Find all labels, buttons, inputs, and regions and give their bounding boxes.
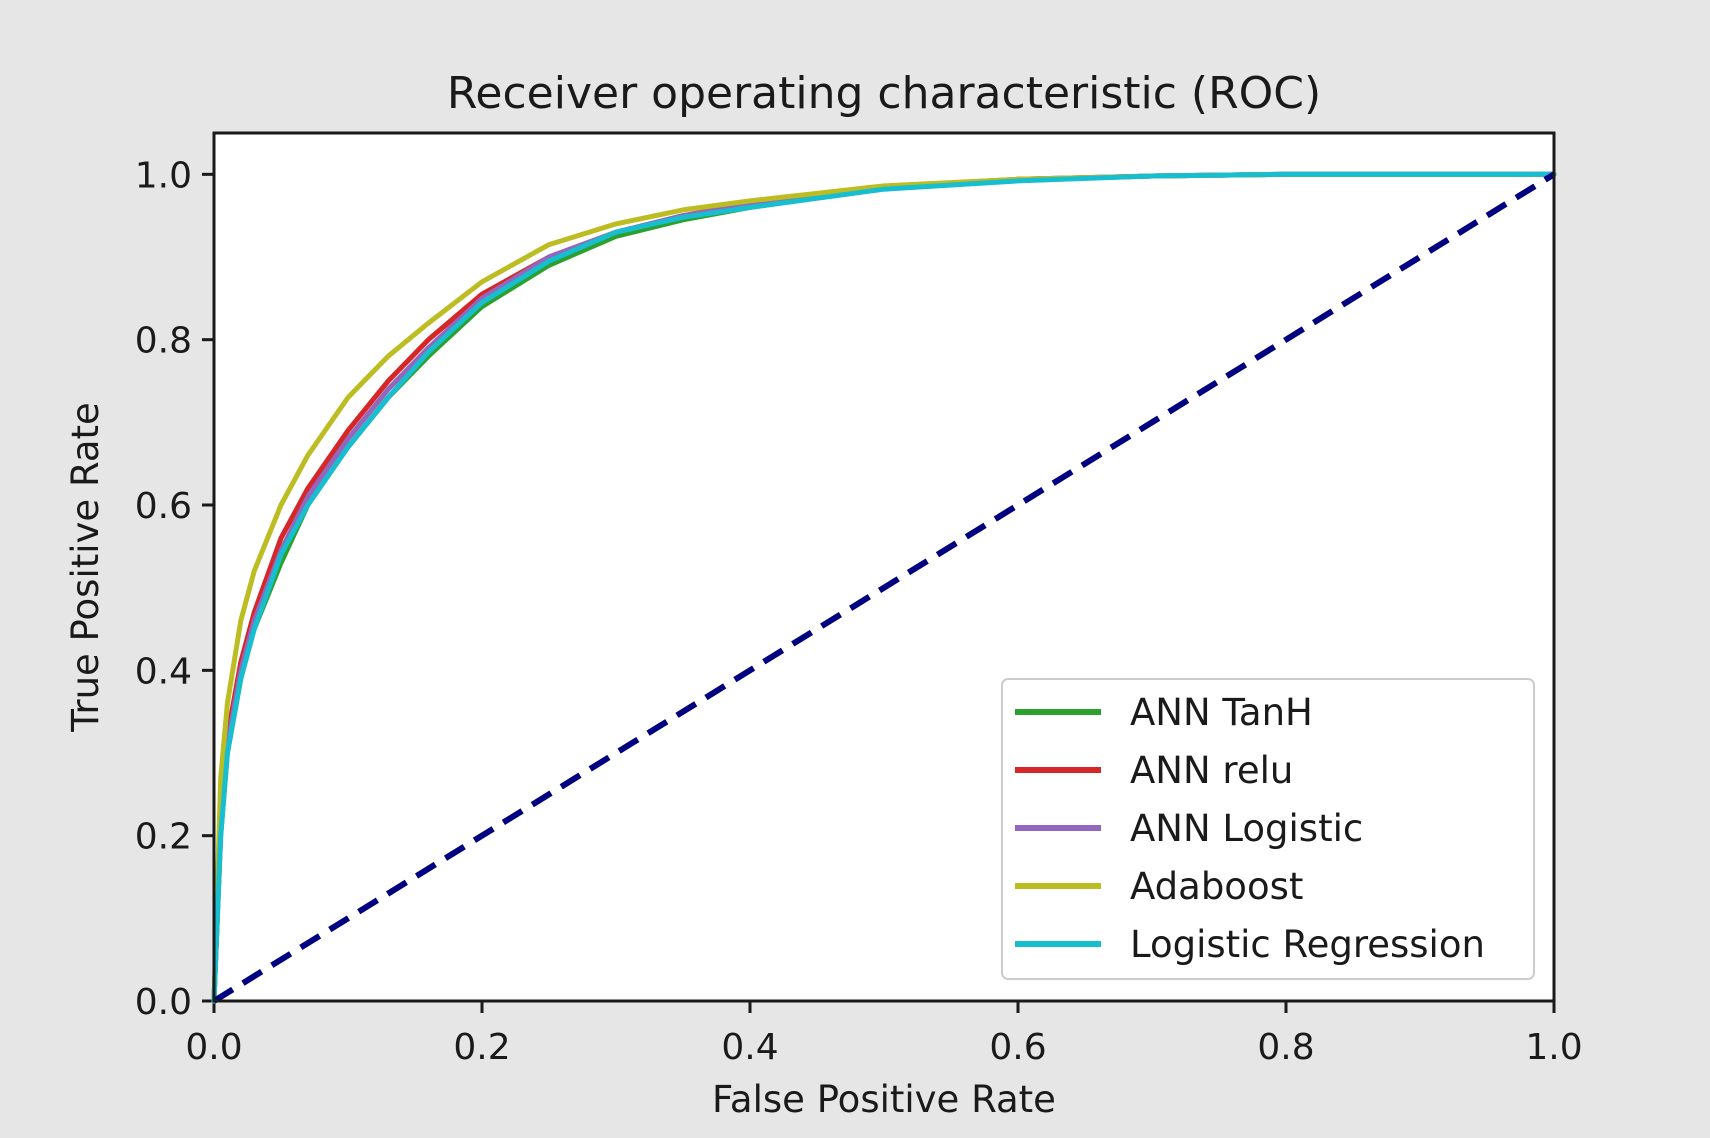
x-tick-label: 0.4 [721,1027,778,1068]
legend-label: Adaboost [1130,865,1303,908]
x-axis-ticks: 0.0 0.2 0.4 0.6 0.8 1.0 [185,1001,1583,1068]
legend-label: ANN TanH [1130,691,1313,734]
x-tick-label: 0.0 [185,1027,242,1068]
y-tick-label: 0.6 [135,486,192,527]
x-tick-label: 0.2 [453,1027,510,1068]
legend-label: ANN Logistic [1130,807,1363,850]
x-tick-label: 1.0 [1525,1027,1582,1068]
legend-box [1001,678,1535,980]
y-tick-label: 0.8 [135,321,192,362]
x-tick-label: 0.6 [989,1027,1046,1068]
legend-label: Logistic Regression [1130,923,1485,966]
x-axis-label: False Positive Rate [712,1078,1056,1121]
plot-frame [212,131,1556,1003]
series-line-4 [211,171,1557,1004]
y-tick-label: 1.0 [135,155,192,196]
legend-label: ANN relu [1130,749,1293,792]
x-tick-label: 0.8 [1257,1027,1314,1068]
plot-lines [211,171,1557,1004]
reference-diagonal-line [212,171,1556,1004]
legend-entries: ANN TanH ANN relu ANN Logistic Adaboost Logi… [1015,691,1485,966]
legend: ANN TanH ANN relu ANN Logistic Adaboost Logi… [1001,678,1535,980]
y-axis-label: True Positive Rate [64,402,107,733]
y-tick-label: 0.0 [135,982,192,1023]
y-tick-label: 0.2 [135,817,192,858]
y-tick-label: 0.4 [135,651,192,692]
y-axis-ticks: 0.0 0.2 0.4 0.6 0.8 1.0 [135,155,214,1023]
chart-title: Receiver operating characteristic (ROC) [447,68,1321,119]
